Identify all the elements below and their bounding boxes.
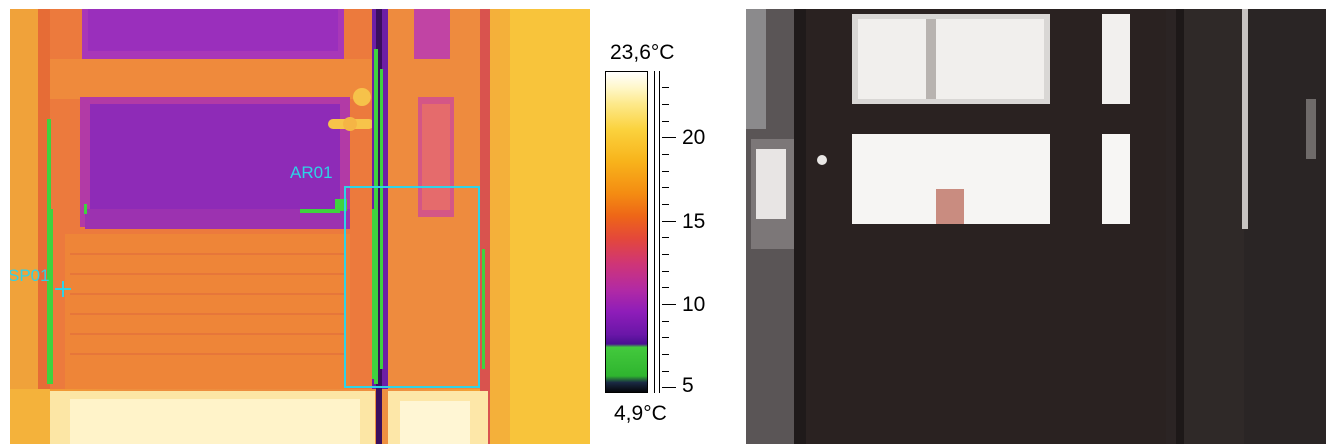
- scale-min-label: 4,9°C: [614, 402, 667, 425]
- scale-tick: [662, 104, 669, 105]
- scale-tick: [662, 271, 669, 272]
- right-wall: [1184, 9, 1244, 444]
- spot-crosshair-icon: [55, 281, 71, 297]
- scale-tick: [662, 287, 669, 288]
- area-label: AR01: [290, 163, 333, 182]
- scale-tick: [662, 337, 669, 338]
- door-handle: [817, 155, 827, 165]
- side-glass-upper: [1102, 14, 1130, 104]
- door-lower-panel: [65, 234, 350, 389]
- scale-tick: [662, 121, 669, 122]
- visual-scene: [746, 9, 1326, 444]
- scale-max-label: 23,6°C: [610, 41, 675, 64]
- spot-label: SP01: [10, 266, 50, 285]
- glass-reflection: [936, 189, 964, 224]
- scale-tick: [662, 237, 669, 238]
- scale-line: [654, 71, 655, 393]
- temperature-scale: 23,6°C 20 15 10 5 4,9°C: [590, 9, 746, 444]
- color-scale-bar: [605, 71, 648, 393]
- scale-tick-label: 10: [682, 293, 706, 316]
- thermal-scene: [10, 9, 590, 444]
- measurement-area-box: [344, 186, 480, 388]
- scale-line: [659, 71, 660, 393]
- thermal-image: AR01 SP01: [10, 9, 590, 444]
- scale-tick: [662, 304, 676, 305]
- scale-tick-label: 5: [682, 374, 694, 397]
- door-handle-knob: [353, 88, 371, 106]
- scale-tick: [662, 137, 676, 138]
- scale-tick-label: 15: [682, 210, 706, 233]
- left-wall: [10, 9, 38, 444]
- scale-tick-label: 20: [682, 126, 706, 149]
- scale-tick: [662, 354, 669, 355]
- scale-tick: [662, 254, 669, 255]
- scale-tick: [662, 204, 669, 205]
- side-glass-lower: [1102, 134, 1130, 224]
- scale-tick: [662, 171, 669, 172]
- door-rail: [50, 59, 386, 99]
- scale-tick: [662, 371, 669, 372]
- scale-tick: [662, 187, 669, 188]
- scale-tick: [662, 221, 676, 222]
- scale-tick: [662, 87, 669, 88]
- visual-photo: [746, 9, 1326, 444]
- scale-tick: [662, 321, 669, 322]
- scale-tick: [662, 154, 669, 155]
- door-lower-lines: [70, 253, 345, 355]
- scale-tick: [662, 387, 676, 388]
